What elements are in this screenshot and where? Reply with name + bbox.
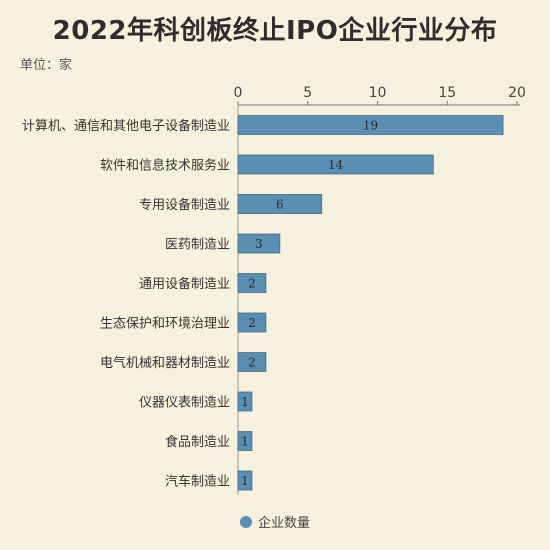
bar-value-label: 3 [255,237,263,251]
bar-value-label: 6 [276,198,284,212]
x-tick-label: 10 [369,85,387,101]
category-label: 电气机械和器材制造业 [100,355,230,371]
x-tick-label: 15 [438,85,456,101]
category-label: 专用设备制造业 [139,197,230,213]
category-label: 生态保护和环境治理业 [100,317,230,332]
category-label: 汽车制造业 [165,474,230,490]
x-tick-label: 20 [508,85,526,101]
bar-value-label: 19 [363,119,378,133]
bar-value-label: 1 [241,435,249,449]
category-label: 食品制造业 [165,434,230,450]
bar-value-label: 14 [328,158,344,172]
bar [237,154,434,175]
bar [237,391,253,412]
x-tick-label: 5 [303,85,312,101]
legend: 企业数量 [0,512,550,531]
bar [237,194,323,214]
category-label: 计算机、通信和其他电子设备制造业 [22,118,230,134]
bar [237,273,267,293]
legend-label: 企业数量 [257,516,310,531]
category-label: 通用设备制造业 [139,276,230,292]
bar [237,352,267,372]
chart-title: 2022年科创板终止IPO企业行业分布 [52,16,498,46]
bar [237,470,253,491]
bar [237,431,253,451]
bar [237,312,267,333]
bar-value-label: 1 [241,395,249,409]
unit-label: 单位：家 [20,58,73,73]
x-tick-label: 0 [234,85,243,101]
category-label: 医药制造业 [165,238,230,253]
category-label: 软件和信息技术服务业 [100,158,230,174]
bar-value-label: 2 [248,316,256,330]
bar-value-label: 1 [241,474,249,488]
bar-value-label: 2 [248,356,256,370]
legend-marker [239,516,252,528]
bar [237,115,504,135]
bar [237,233,281,254]
category-label: 仪器仪表制造业 [139,396,230,411]
bar-value-label: 2 [248,277,256,291]
